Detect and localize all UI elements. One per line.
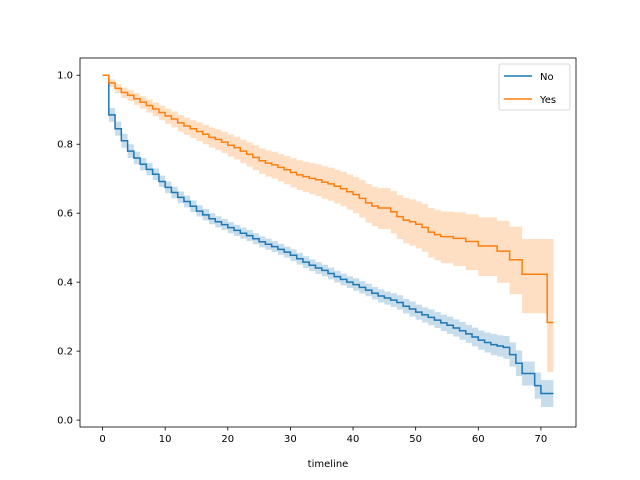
y-tick-label: 0.6 <box>57 209 73 220</box>
x-tick-label: 70 <box>535 434 548 445</box>
legend-label-no: No <box>540 72 554 83</box>
survival-line-no <box>102 74 554 395</box>
legend: No Yes <box>498 63 571 111</box>
y-tick-label: 1.0 <box>57 71 73 82</box>
legend-label-yes: Yes <box>539 95 556 106</box>
legend-box <box>498 63 571 111</box>
confidence-band-no <box>102 75 554 408</box>
x-tick-label: 0 <box>99 434 105 445</box>
x-tick-label: 60 <box>472 434 485 445</box>
x-tick-label: 10 <box>159 434 172 445</box>
y-tick-label: 0.2 <box>57 347 73 358</box>
x-tick-label: 20 <box>221 434 234 445</box>
y-tick-label: 0.8 <box>57 140 73 151</box>
x-axis-label: timeline <box>308 459 349 470</box>
confidence-band-yes <box>102 75 554 372</box>
x-tick-label: 40 <box>347 434 360 445</box>
survival-line-yes <box>102 74 554 324</box>
y-tick-label: 0.4 <box>57 278 73 289</box>
x-axis: 0 10 20 30 40 50 60 70 <box>99 427 547 445</box>
axes-frame <box>79 57 577 428</box>
y-tick-label: 0.0 <box>57 416 73 427</box>
plot-area <box>102 74 554 408</box>
x-tick-label: 30 <box>284 434 297 445</box>
y-axis: 0.0 0.2 0.4 0.6 0.8 1.0 <box>57 71 80 427</box>
x-tick-label: 50 <box>409 434 422 445</box>
